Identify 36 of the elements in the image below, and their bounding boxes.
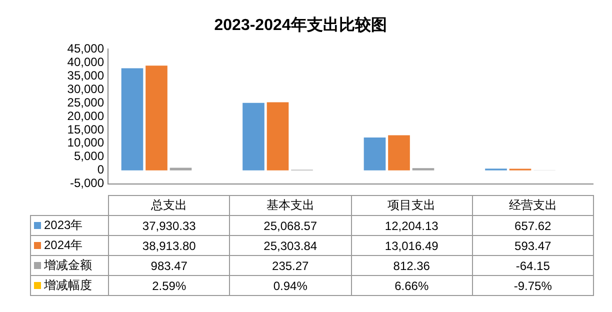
y-tick-label: 35,000 [67, 68, 104, 82]
x-tick-label: 基本支出 [230, 196, 351, 216]
y-tick-label: 40,000 [67, 54, 104, 69]
y-tick-label: 30,000 [67, 82, 104, 96]
data-label: 6.66% [351, 276, 472, 296]
data-label: 25,068.57 [230, 216, 351, 236]
legend-label: 2024年 [30, 236, 108, 256]
y-tick-label: 0 [97, 162, 104, 177]
data-label: 37,930.33 [108, 216, 230, 236]
x-tick-label: 经营支出 [472, 196, 594, 216]
y-tick-label: 20,000 [67, 108, 104, 123]
data-label: 657.62 [472, 216, 594, 236]
data-label: 0.94% [230, 276, 351, 296]
y-tick-label: 15,000 [67, 122, 104, 136]
legend-label: 增减幅度 [30, 276, 108, 296]
data-label: 235.27 [230, 256, 351, 276]
x-tick-label: 项目支出 [351, 196, 472, 216]
data-label: 593.47 [472, 236, 594, 256]
legend-label: 2023年 [30, 216, 108, 236]
y-tick-label: 45,000 [67, 42, 104, 56]
x-tick-label: 总支出 [108, 196, 230, 216]
legend-label: 增减金额 [30, 256, 108, 276]
data-label: -64.15 [472, 256, 594, 276]
chart-title: 2023-2024年支出比较图 [214, 16, 387, 34]
data-label: 983.47 [108, 256, 230, 276]
y-tick-label: 10,000 [67, 136, 104, 150]
data-label: 812.36 [351, 256, 472, 276]
data-label: 2.59% [108, 276, 230, 296]
data-label: -9.75% [472, 276, 594, 296]
data-label: 12,204.13 [351, 216, 472, 236]
y-tick-label: 25,000 [67, 95, 104, 110]
data-label: 13,016.49 [351, 236, 472, 256]
data-label: 38,913.80 [108, 236, 230, 256]
y-tick-label: 5,000 [74, 149, 104, 164]
y-tick-label: -5,000 [70, 176, 104, 190]
data-label: 25,303.84 [230, 236, 351, 256]
